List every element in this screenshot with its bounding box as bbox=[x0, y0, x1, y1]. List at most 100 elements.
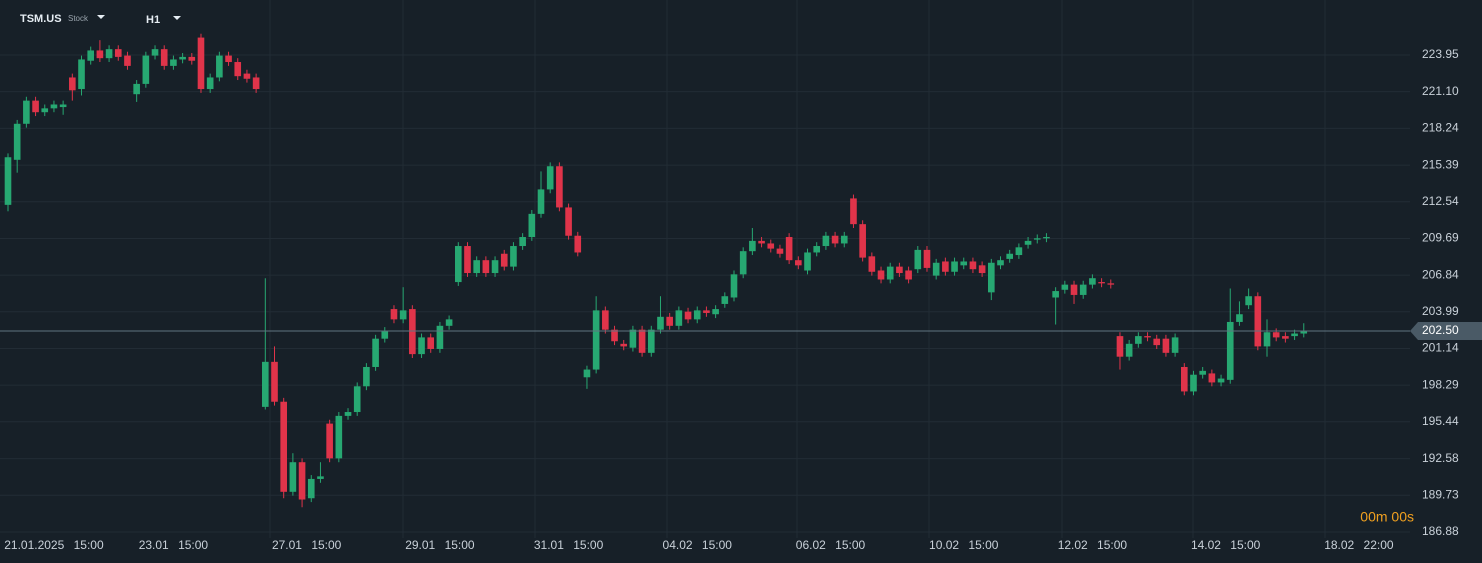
candle-body bbox=[1171, 337, 1179, 353]
candle-body bbox=[969, 261, 977, 270]
x-tick-label: 23.01 15:00 bbox=[139, 538, 209, 552]
candle-body bbox=[124, 55, 131, 66]
candle-body bbox=[32, 100, 39, 113]
candle-body bbox=[886, 266, 894, 280]
candle-body bbox=[1190, 374, 1197, 392]
candle-body bbox=[574, 235, 582, 253]
candle-body bbox=[1153, 338, 1161, 346]
y-tick-label: 206.84 bbox=[1422, 267, 1459, 281]
candle-body bbox=[372, 338, 379, 367]
candle-body bbox=[418, 337, 425, 355]
x-tick-label: 27.01 15:00 bbox=[272, 538, 342, 552]
candle-body bbox=[1043, 237, 1050, 239]
candle-body bbox=[647, 329, 655, 353]
x-tick-label: 06.02 15:00 bbox=[796, 538, 866, 552]
candle-body bbox=[105, 49, 113, 59]
candle-body bbox=[923, 249, 931, 268]
candle-body bbox=[23, 100, 30, 124]
candle-body bbox=[657, 316, 664, 330]
y-tick-label: 218.24 bbox=[1422, 121, 1459, 135]
candle-body bbox=[620, 343, 628, 347]
candle-body bbox=[1125, 343, 1133, 357]
candle-body bbox=[813, 246, 821, 253]
candle-body bbox=[1061, 284, 1069, 290]
candle-body bbox=[252, 77, 260, 90]
x-tick-label: 31.01 15:00 bbox=[534, 538, 604, 552]
candle-body bbox=[1144, 336, 1151, 338]
candle-body bbox=[87, 50, 95, 61]
candle-body bbox=[583, 369, 591, 378]
candle-body bbox=[464, 246, 471, 274]
x-tick-label: 21.01.2025 15:00 bbox=[4, 538, 104, 552]
y-tick-label: 203.99 bbox=[1422, 304, 1459, 318]
candle-body bbox=[326, 423, 333, 459]
y-tick-label: 186.88 bbox=[1422, 524, 1459, 538]
y-tick-label: 201.14 bbox=[1422, 341, 1459, 355]
candle-body bbox=[59, 104, 67, 108]
candle-body bbox=[1226, 321, 1234, 380]
timeframe[interactable]: H1 bbox=[146, 14, 160, 26]
candle-body bbox=[1116, 336, 1124, 357]
candle-body bbox=[179, 56, 186, 60]
candle-body bbox=[556, 166, 563, 208]
candle-body bbox=[344, 412, 352, 416]
candle-body bbox=[151, 49, 159, 56]
candle-body bbox=[69, 77, 76, 91]
candle-body bbox=[565, 207, 572, 236]
candle-body bbox=[473, 260, 480, 274]
candle-body bbox=[960, 261, 968, 266]
candle-body bbox=[684, 311, 692, 320]
candle-body bbox=[399, 310, 407, 320]
candle-body bbox=[1015, 247, 1023, 256]
candle-body bbox=[1217, 378, 1225, 383]
candle-body bbox=[13, 123, 21, 160]
candle-body bbox=[482, 260, 490, 274]
candle-body bbox=[638, 329, 646, 353]
y-tick-label: 209.69 bbox=[1422, 231, 1459, 245]
y-tick-label: 192.58 bbox=[1422, 451, 1459, 465]
candle-body bbox=[840, 235, 848, 244]
candle-body bbox=[317, 476, 324, 479]
candle-body bbox=[216, 55, 223, 78]
candle-body bbox=[262, 361, 269, 407]
candle-body bbox=[712, 309, 719, 315]
candle-body bbox=[243, 73, 251, 79]
candle-body bbox=[951, 261, 958, 272]
candle-body bbox=[188, 56, 196, 61]
candle-body bbox=[519, 237, 526, 247]
candle-body bbox=[988, 262, 995, 293]
candle-body bbox=[390, 309, 398, 320]
candle-body bbox=[445, 319, 453, 326]
candle-body bbox=[363, 366, 370, 387]
candle-body bbox=[804, 252, 811, 271]
candle-body bbox=[1272, 332, 1280, 338]
candle-body bbox=[1236, 314, 1243, 322]
timeframe-dropdown[interactable] bbox=[173, 16, 181, 20]
candle-body bbox=[1006, 253, 1013, 259]
candle-body bbox=[528, 213, 536, 238]
candle-body bbox=[197, 37, 205, 90]
candle-body bbox=[500, 253, 508, 267]
candle-body bbox=[1254, 296, 1262, 347]
x-tick-label: 14.02 15:00 bbox=[1191, 538, 1261, 552]
symbol-dropdown[interactable] bbox=[97, 15, 105, 19]
y-tick-label: 212.54 bbox=[1422, 194, 1459, 208]
last-price-tag bbox=[1410, 321, 1482, 340]
candle-body bbox=[381, 330, 389, 339]
candle-body bbox=[225, 55, 232, 63]
candle-body bbox=[602, 310, 609, 330]
asset-type: Stock bbox=[68, 14, 89, 23]
candle-body bbox=[1291, 333, 1298, 337]
candle-body bbox=[978, 265, 986, 274]
candle-body bbox=[96, 50, 104, 59]
candle-body bbox=[271, 361, 278, 402]
candle-body bbox=[436, 325, 444, 349]
candle-body bbox=[905, 270, 912, 280]
last-price-label: 202.50 bbox=[1422, 323, 1459, 337]
candle-body bbox=[703, 310, 710, 313]
y-tick-label: 223.95 bbox=[1422, 47, 1459, 61]
candle-body bbox=[142, 55, 150, 84]
x-tick-label: 04.02 15:00 bbox=[663, 538, 733, 552]
symbol[interactable]: TSM.US bbox=[20, 13, 62, 25]
candle-body bbox=[1098, 282, 1105, 284]
